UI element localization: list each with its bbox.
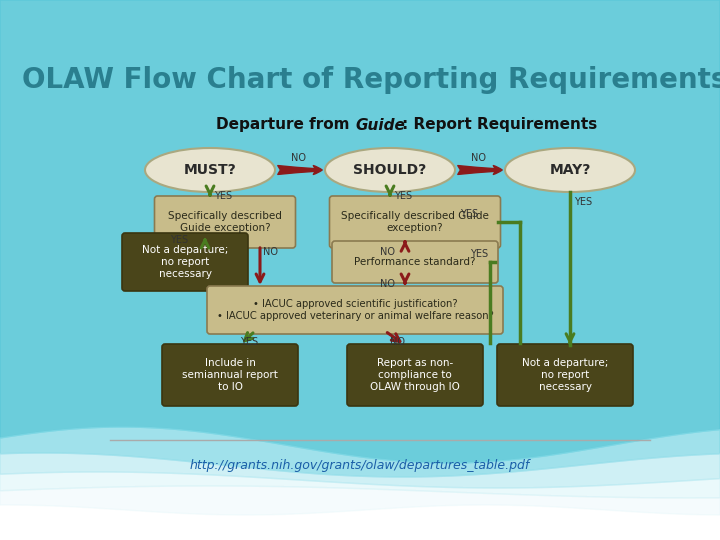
FancyBboxPatch shape	[497, 344, 633, 406]
Text: MUST?: MUST?	[184, 163, 236, 177]
Text: MAY?: MAY?	[549, 163, 590, 177]
Text: NO: NO	[263, 247, 278, 257]
Text: NO: NO	[380, 247, 395, 257]
Text: : Report Requirements: : Report Requirements	[402, 118, 598, 132]
Text: SHOULD?: SHOULD?	[354, 163, 427, 177]
Text: Report as non-
compliance to
OLAW through IO: Report as non- compliance to OLAW throug…	[370, 357, 460, 393]
Text: YES: YES	[240, 337, 258, 347]
FancyBboxPatch shape	[207, 286, 503, 334]
FancyBboxPatch shape	[122, 233, 248, 291]
Text: YES: YES	[394, 191, 412, 201]
Text: NO: NO	[390, 337, 405, 347]
Text: NO: NO	[290, 153, 305, 163]
Text: http://grants.nih.gov/grants/olaw/departures_table.pdf: http://grants.nih.gov/grants/olaw/depart…	[190, 458, 530, 471]
FancyBboxPatch shape	[162, 344, 298, 406]
Text: Guide: Guide	[355, 118, 405, 132]
Text: YES: YES	[574, 197, 592, 207]
FancyBboxPatch shape	[155, 196, 295, 248]
Ellipse shape	[145, 148, 275, 192]
Text: Not a departure;
no report
necessary: Not a departure; no report necessary	[522, 357, 608, 393]
Ellipse shape	[505, 148, 635, 192]
Text: YES: YES	[214, 191, 232, 201]
Text: YES: YES	[170, 235, 188, 245]
Text: Include in
semiannual report
to IO: Include in semiannual report to IO	[182, 357, 278, 393]
Text: YES: YES	[460, 209, 478, 219]
Text: • IACUC approved scientific justification?
• IACUC approved veterinary or animal: • IACUC approved scientific justificatio…	[217, 299, 493, 321]
Ellipse shape	[325, 148, 455, 192]
FancyBboxPatch shape	[332, 241, 498, 283]
Text: Not a departure;
no report
necessary: Not a departure; no report necessary	[142, 245, 228, 279]
Text: NO: NO	[470, 153, 485, 163]
Text: Departure from: Departure from	[216, 118, 355, 132]
Text: NO: NO	[380, 279, 395, 289]
Text: YES: YES	[470, 249, 488, 259]
Text: Specifically described Guide
exception?: Specifically described Guide exception?	[341, 211, 489, 233]
FancyBboxPatch shape	[347, 344, 483, 406]
Text: Specifically described
Guide exception?: Specifically described Guide exception?	[168, 211, 282, 233]
Text: OLAW Flow Chart of Reporting Requirements: OLAW Flow Chart of Reporting Requirement…	[22, 66, 720, 94]
FancyBboxPatch shape	[330, 196, 500, 248]
Text: Performance standard?: Performance standard?	[354, 257, 476, 267]
